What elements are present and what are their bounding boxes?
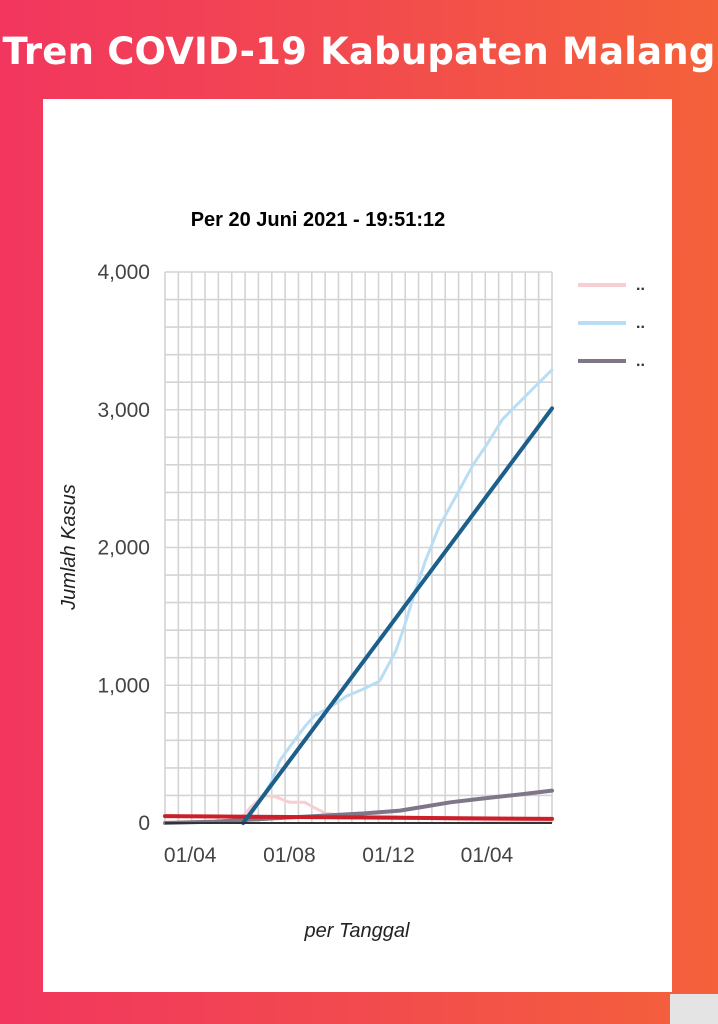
series-lines	[163, 368, 554, 825]
axes: 0 1,000 2,000 3,000 4,000 01/04 01/08 01/12 01/0…	[97, 261, 552, 867]
series-line-2	[163, 788, 554, 825]
series-line-4	[241, 406, 554, 825]
y-tick-label: 0	[138, 812, 150, 835]
y-tick-label: 2,000	[97, 537, 150, 560]
series-line-3	[163, 814, 554, 821]
x-tick-label: 01/04	[164, 844, 217, 867]
page-title: Tren COVID-19 Kabupaten Malang	[2, 30, 716, 73]
legend-label: ..	[636, 277, 645, 294]
y-tick-label: 4,000	[97, 261, 150, 284]
legend-label: ..	[636, 353, 645, 370]
x-tick-label: 01/08	[263, 844, 316, 867]
x-tick-label: 01/12	[362, 844, 415, 867]
chart-title: Per 20 Juni 2021 - 19:51:12	[191, 209, 446, 231]
y-tick-label: 1,000	[97, 674, 150, 697]
legend: ......	[578, 277, 645, 370]
legend-label: ..	[636, 315, 645, 332]
x-tick-label: 01/04	[461, 844, 514, 867]
y-tick-label: 3,000	[97, 399, 150, 422]
y-axis-label: Jumlah Kasus	[58, 484, 80, 611]
grid-lines	[164, 271, 553, 824]
x-axis-label: per Tanggal	[304, 920, 410, 942]
corner-tab	[670, 994, 718, 1024]
chart-card	[43, 99, 672, 992]
series-line-1	[163, 368, 554, 825]
